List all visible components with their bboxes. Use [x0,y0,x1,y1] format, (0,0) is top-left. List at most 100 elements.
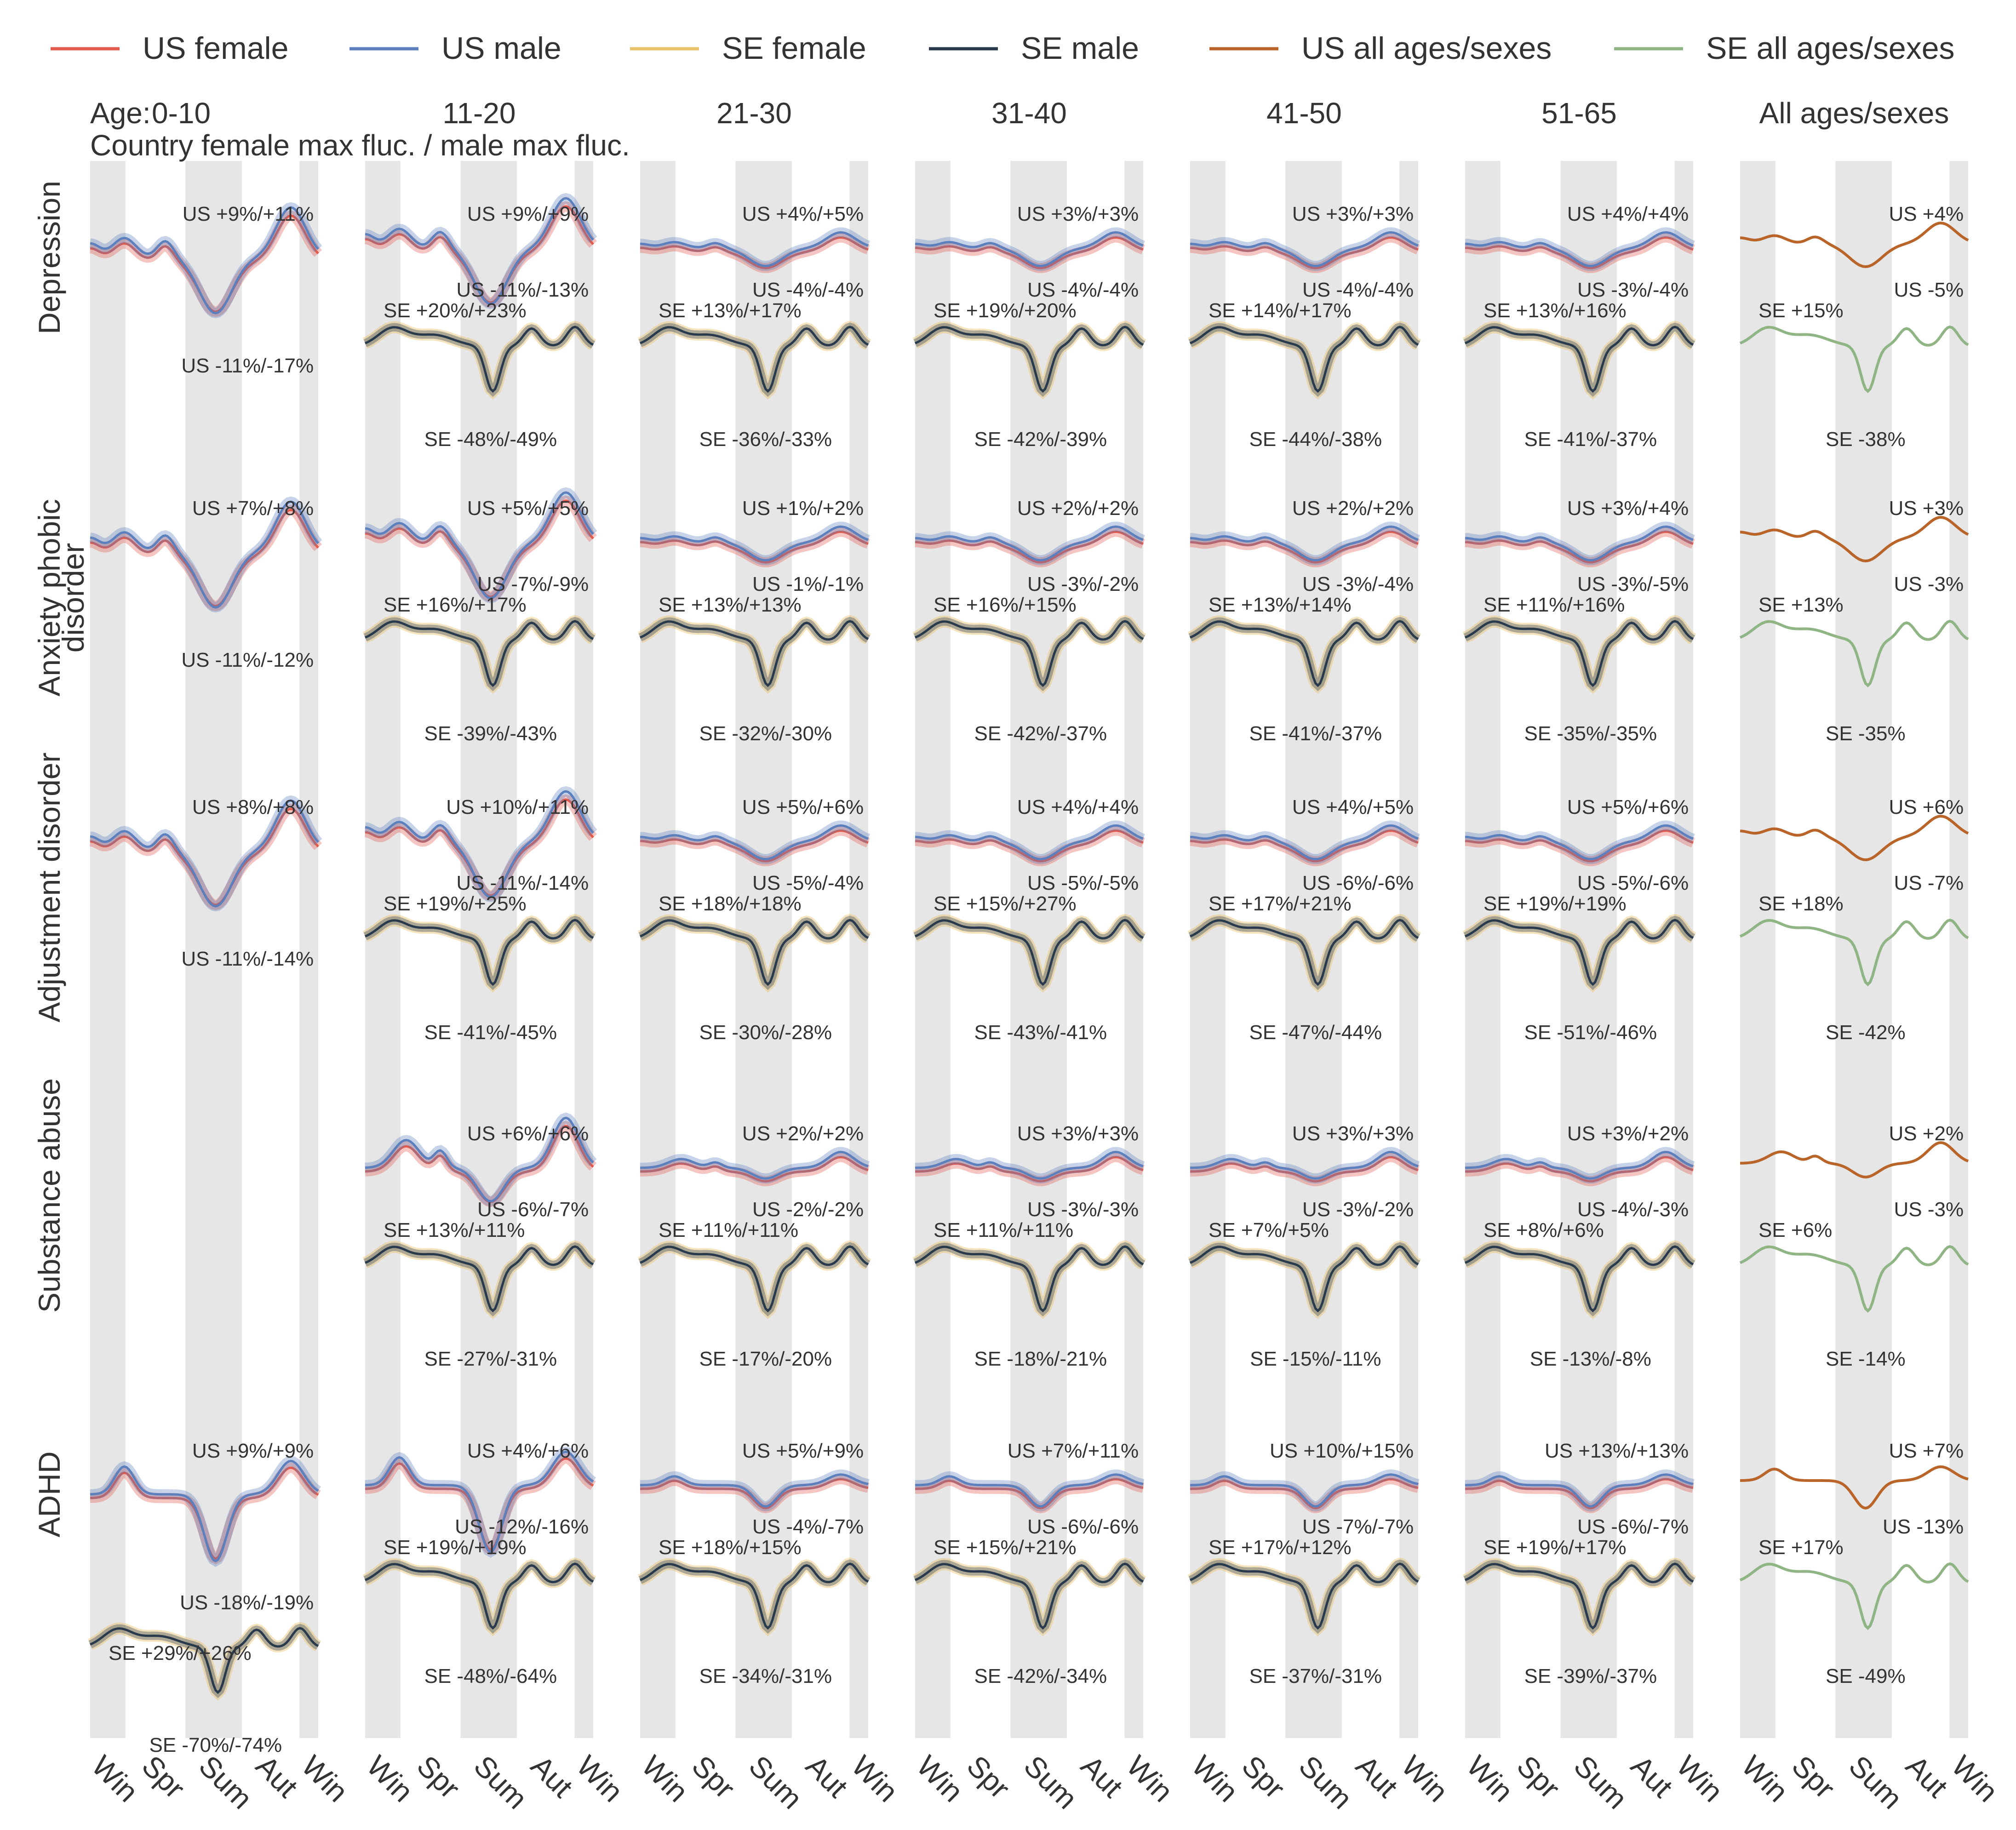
series-line-us-male [1465,525,1694,562]
x-tick-win: Win [1735,1749,1795,1808]
panel-anxiety-phobic-disorder-0-10 [89,496,322,613]
series-line-se-male [1190,1245,1419,1313]
series-line-us-male [915,1473,1144,1508]
series-line-us-male [915,525,1144,562]
series-line-us-female [640,829,869,863]
legend-item-us-female: US female [51,31,288,66]
annotation-us-min: US -4%/-4% [752,279,864,301]
column-label-51-65: 51-65 [1541,97,1617,130]
series-line-us-male [365,197,594,305]
series-line-us-male [90,799,319,908]
series-line-us-female [915,1478,1144,1510]
annotation-se-min: SE -49% [1826,1665,1906,1687]
annotation-us-min: US -1%/-1% [752,573,864,595]
series-line-us-female [640,236,869,269]
series-line-us-female [640,530,869,564]
series-line-se-male [365,326,594,393]
annotation-us-max: US +5%/+5% [467,497,589,520]
series-line-se-male [640,620,869,687]
annotation-se-max: SE +18%/+18% [659,892,802,915]
season-band [1560,161,1617,1738]
x-tick-win: Win [1186,1749,1245,1808]
panel-adjustment-disorder-all-ages-sexes [1739,814,1969,986]
annotation-us-max: US +7%/+11% [1008,1440,1139,1462]
series-line-se-male [1465,1245,1694,1313]
legend-item-se-all-ages-sexes: SE all ages/sexes [1614,31,1955,66]
x-tick-win: Win [845,1749,905,1808]
season-band [1465,161,1501,1738]
annotation-us-min: US -3%/-3% [1027,1198,1139,1221]
panel-substance-abuse-all-ages-sexes [1739,1141,1969,1313]
x-tick-win: Win [1945,1749,2005,1808]
series-line-us-male [1465,824,1694,861]
annotation-us-min: US -5%/-4% [752,872,864,894]
panel-anxiety-phobic-disorder-all-ages-sexes [1739,515,1969,687]
row-label-adhd: ADHD [32,1451,66,1537]
annotation-us-max: US +9%/+9% [467,203,589,225]
series-line-us-male [1465,1473,1694,1508]
series-line-se-all [1739,1562,1969,1630]
annotation-se-max: SE +13%/+17% [659,299,802,322]
series-line-us-male [640,525,869,562]
row-label-anxiety-phobic-disorder: Anxiety phobic [32,499,66,696]
annotation-se-max: SE +15% [1758,299,1844,322]
panel-adhd-all-ages-sexes [1739,1465,1969,1630]
series-line-us-all [1740,814,1969,862]
series-line-us-male [640,1150,869,1180]
series-line-us-male [1190,231,1419,268]
annotation-se-max: SE +13% [1758,594,1844,616]
panel-adhd-0-10 [87,1456,321,1701]
annotation-us-max: US +3%/+3% [1017,1122,1139,1145]
annotation-us-min: US -11%/-12% [181,649,314,671]
age-prefix: Age: [90,97,151,130]
x-tick-aut: Aut [1075,1749,1129,1804]
annotation-us-min: US -11%/-14% [456,872,589,894]
annotation-se-max: SE +19%/+20% [934,299,1077,322]
x-tick-sum: Sum [743,1749,809,1815]
series-line-us-female [1465,530,1694,564]
annotation-us-max: US +5%/+6% [1567,796,1689,818]
annotation-se-max: SE +29%/+26% [109,1642,252,1664]
series-line-us-female [915,1155,1144,1183]
annotation-us-max: US +2%/+2% [1292,497,1414,520]
series-line-se-all [1739,325,1969,393]
annotation-us-max: US +8%/+8% [192,796,314,818]
annotation-se-max: SE +11%/+16% [1483,594,1625,616]
series-line-us-male [1190,824,1419,861]
panel-adhd-21-30 [637,1469,871,1636]
legend-label: SE male [1021,31,1139,66]
x-tick-win: Win [1120,1749,1180,1808]
series-line-us-male [365,491,594,600]
annotation-us-min: US -3%/-2% [1302,1198,1414,1221]
season-band [574,161,593,1738]
annotation-us-max: US +13%/+13% [1545,1440,1689,1462]
series-line-us-male [90,500,319,609]
column-label-all-ages-sexes: All ages/sexes [1759,97,1949,130]
season-band [460,161,517,1738]
panel-anxiety-phobic-disorder-21-30 [637,521,871,694]
annotation-se-max: SE +16%/+17% [384,594,527,616]
series-line-se-male [90,1627,319,1694]
season-band [1674,161,1693,1738]
annotation-us-min: US -6%/-6% [1027,1515,1139,1538]
annotation-us-min: US -4%/-7% [752,1515,864,1538]
annotation-us-max: US +6% [1889,796,1964,818]
annotation-us-min: US -6%/-7% [1577,1515,1689,1538]
annotation-se-max: SE +15%/+27% [934,892,1077,915]
x-tick-sum: Sum [1843,1749,1909,1815]
x-tick-sum: Sum [468,1749,534,1815]
annotation-se-min: SE -42% [1826,1021,1906,1044]
series-line-us-male [365,790,594,898]
series-line-us-female [915,236,1144,269]
panel-adhd-41-50 [1187,1469,1421,1636]
annotation-us-max: US +1%/+2% [742,497,864,520]
annotation-us-max: US +3%/+2% [1567,1122,1689,1145]
series-line-se-male [1465,326,1694,393]
annotation-se-max: SE +11%/+11% [934,1219,1073,1241]
series-line-se-male [365,1245,594,1313]
column-label-21-30: 21-30 [716,97,792,130]
series-line-us-male [640,231,869,268]
series-line-us-male [915,231,1144,268]
annotation-se-min: SE -17%/-20% [699,1348,832,1370]
annotation-us-max: US +2% [1889,1122,1964,1145]
